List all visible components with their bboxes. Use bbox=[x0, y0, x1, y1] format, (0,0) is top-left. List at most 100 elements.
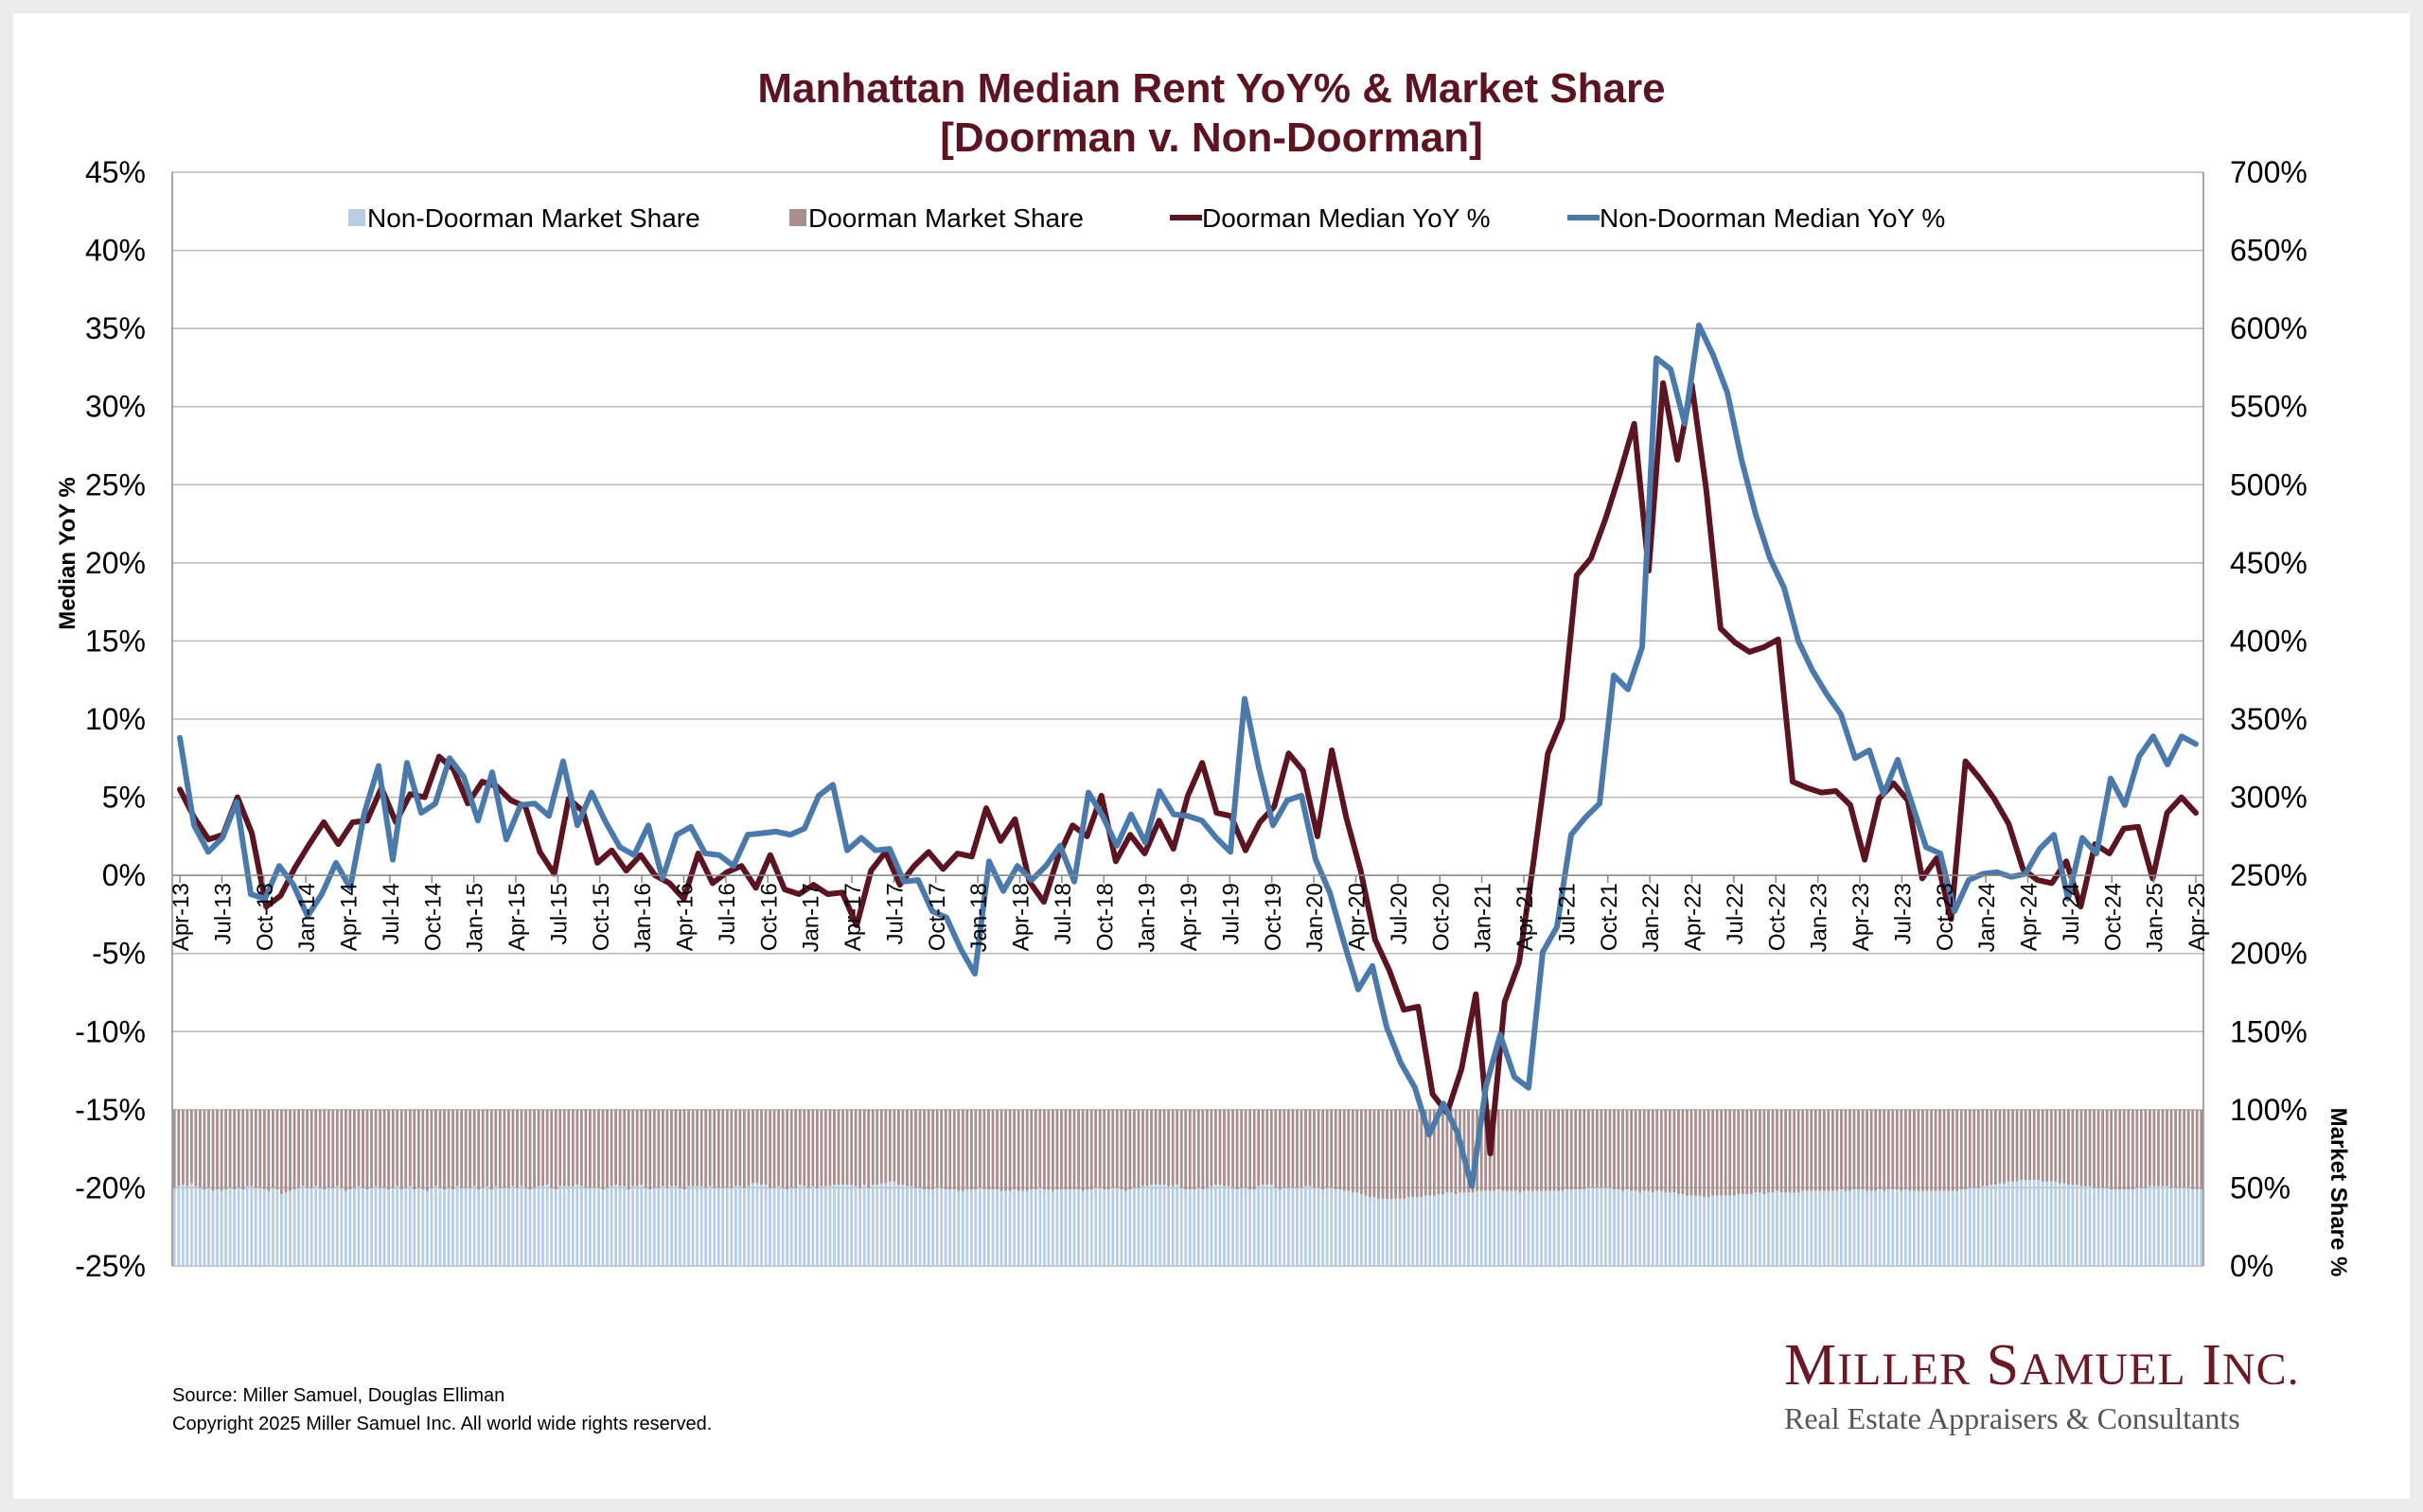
doorman-share-bar bbox=[1313, 1109, 1316, 1188]
doorman-share-bar bbox=[1394, 1109, 1397, 1199]
doorman-share-bar bbox=[1835, 1109, 1839, 1191]
doorman-share-bar bbox=[1377, 1109, 1380, 1199]
non-doorman-share-bar bbox=[1086, 1189, 1089, 1266]
doorman-share-bar bbox=[2062, 1109, 2066, 1184]
doorman-share-bar bbox=[379, 1109, 381, 1188]
non-doorman-share-bar bbox=[1106, 1189, 1110, 1266]
non-doorman-share-bar bbox=[370, 1187, 373, 1266]
doorman-share-bar bbox=[940, 1109, 944, 1188]
doorman-share-bar bbox=[1715, 1109, 1719, 1196]
non-doorman-share-bar bbox=[1351, 1192, 1354, 1266]
non-doorman-share-bar bbox=[1848, 1190, 1851, 1266]
non-doorman-share-bar bbox=[979, 1187, 982, 1266]
doorman-share-bar bbox=[2110, 1109, 2113, 1190]
non-doorman-share-bar bbox=[1013, 1189, 1017, 1266]
doorman-share-bar bbox=[2079, 1109, 2083, 1187]
left-tick-label: 5% bbox=[102, 781, 146, 815]
doorman-share-bar bbox=[841, 1109, 844, 1186]
doorman-share-bar bbox=[228, 1109, 232, 1188]
non-doorman-share-bar bbox=[1201, 1189, 1205, 1266]
left-tick-label: 35% bbox=[85, 311, 146, 345]
x-tick-label: Jan-23 bbox=[1807, 883, 1832, 952]
doorman-share-bar bbox=[275, 1109, 279, 1190]
doorman-share-bar bbox=[489, 1109, 493, 1190]
doorman-share-bar bbox=[952, 1109, 956, 1190]
logo-name: MILLER SAMUEL INC. bbox=[1784, 1332, 2299, 1399]
doorman-share-bar bbox=[1793, 1109, 1796, 1193]
non-doorman-share-bar bbox=[1586, 1187, 1590, 1266]
non-doorman-share-bar bbox=[1595, 1187, 1599, 1266]
non-doorman-share-bar bbox=[1017, 1190, 1020, 1266]
left-axis-label: Median YoY % bbox=[55, 477, 80, 630]
x-tick-label: Jul-13 bbox=[210, 883, 236, 944]
non-doorman-share-bar bbox=[1111, 1187, 1115, 1266]
doorman-share-bar bbox=[524, 1109, 527, 1188]
right-tick-label: 100% bbox=[2230, 1093, 2308, 1127]
doorman-share-bar bbox=[743, 1109, 746, 1188]
doorman-share-bar bbox=[498, 1109, 502, 1188]
non-doorman-share-bar bbox=[233, 1189, 237, 1266]
non-doorman-share-bar bbox=[357, 1186, 361, 1266]
non-doorman-share-bar bbox=[344, 1190, 347, 1266]
non-doorman-share-bar bbox=[1689, 1195, 1693, 1266]
doorman-share-bar bbox=[1796, 1109, 1800, 1193]
non-doorman-share-bar bbox=[1869, 1190, 1873, 1266]
non-doorman-share-bar bbox=[1060, 1189, 1063, 1266]
doorman-share-bar bbox=[1441, 1109, 1444, 1195]
non-doorman-share-bar bbox=[464, 1187, 468, 1266]
doorman-share-bar bbox=[713, 1109, 716, 1188]
non-doorman-share-bar bbox=[1613, 1189, 1616, 1266]
non-doorman-share-bar bbox=[691, 1186, 695, 1266]
doorman-share-bar bbox=[181, 1109, 185, 1186]
x-tick-label: Jan-24 bbox=[1974, 883, 2000, 952]
x-tick-label: Jan-19 bbox=[1135, 883, 1160, 952]
non-doorman-share-bar bbox=[1732, 1195, 1736, 1266]
doorman-share-bar bbox=[820, 1109, 823, 1187]
non-doorman-share-bar bbox=[927, 1189, 930, 1266]
doorman-share-bar bbox=[798, 1109, 802, 1186]
doorman-share-bar bbox=[1647, 1109, 1651, 1191]
left-tick-labels: 45% 40% 35% 30% 25% 20% 15% 10% 5% 0% -5% -10% -15% -… bbox=[75, 155, 146, 1283]
non-doorman-share-bar bbox=[516, 1187, 519, 1266]
doorman-share-bar bbox=[306, 1109, 310, 1188]
doorman-share-bar bbox=[1304, 1109, 1307, 1187]
non-doorman-share-bar bbox=[867, 1187, 871, 1266]
non-doorman-share-bar bbox=[1317, 1187, 1320, 1266]
x-tick-label: Jan-16 bbox=[630, 883, 656, 952]
chart-title-line-2: [Doorman v. Non-Doorman] bbox=[940, 114, 1483, 161]
doorman-share-bar bbox=[2200, 1109, 2203, 1190]
doorman-share-bar bbox=[1664, 1109, 1668, 1193]
doorman-share-bar bbox=[1274, 1109, 1278, 1188]
non-doorman-share-bar bbox=[2149, 1186, 2151, 1266]
doorman-share-bar bbox=[199, 1109, 202, 1188]
doorman-share-bar bbox=[1917, 1109, 1920, 1191]
doorman-share-bar bbox=[430, 1109, 433, 1188]
doorman-share-bar bbox=[1569, 1109, 1573, 1190]
doorman-share-bar bbox=[687, 1109, 690, 1187]
doorman-share-bar bbox=[1557, 1109, 1561, 1191]
non-doorman-share-bar bbox=[965, 1189, 969, 1266]
doorman-share-bar bbox=[2135, 1109, 2139, 1188]
doorman-share-bar bbox=[1162, 1109, 1166, 1186]
non-doorman-share-bar bbox=[327, 1187, 330, 1266]
doorman-share-bar bbox=[1857, 1109, 1860, 1190]
doorman-share-bar bbox=[503, 1109, 506, 1188]
non-doorman-share-bar bbox=[657, 1187, 661, 1266]
doorman-share-bar bbox=[447, 1109, 451, 1188]
doorman-share-bar bbox=[220, 1109, 223, 1191]
non-doorman-share-bar bbox=[1776, 1190, 1778, 1266]
non-doorman-share-bar bbox=[931, 1189, 935, 1266]
doorman-share-bar bbox=[370, 1109, 373, 1188]
right-tick-label: 150% bbox=[2230, 1014, 2308, 1048]
doorman-share-bar bbox=[1103, 1109, 1106, 1190]
x-tick-label: Jul-20 bbox=[1387, 883, 1412, 944]
x-tick-label: Apr-13 bbox=[168, 883, 194, 951]
doorman-share-bar bbox=[1681, 1109, 1685, 1195]
doorman-share-bar bbox=[665, 1109, 669, 1188]
doorman-share-bar bbox=[1145, 1109, 1149, 1187]
doorman-share-bar bbox=[657, 1109, 661, 1188]
non-doorman-share-bar bbox=[1240, 1187, 1243, 1266]
non-doorman-share-bar bbox=[1120, 1189, 1123, 1266]
non-doorman-share-bar bbox=[1342, 1190, 1346, 1266]
non-doorman-share-bar bbox=[1681, 1194, 1685, 1266]
